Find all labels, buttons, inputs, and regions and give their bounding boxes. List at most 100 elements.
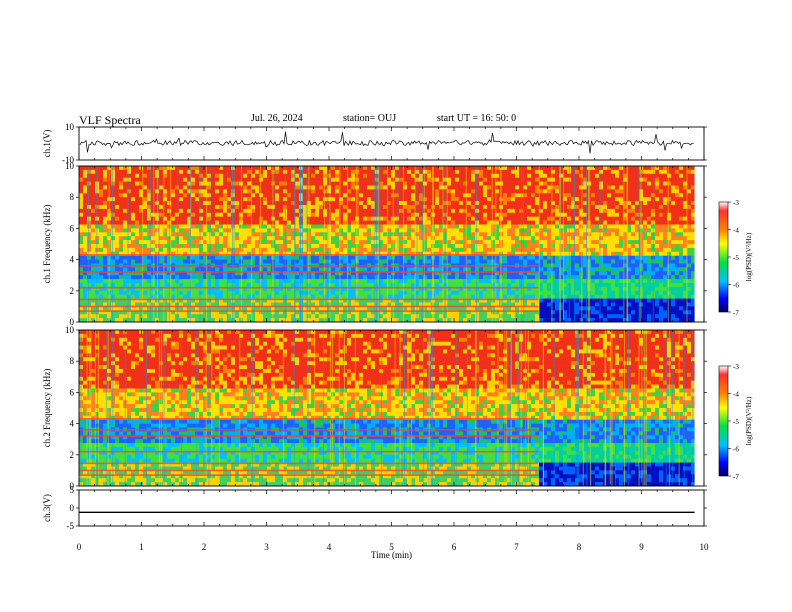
spectro-cell — [475, 267, 480, 272]
spectro-cell — [243, 310, 248, 315]
spectro-cell — [507, 216, 512, 221]
spectro-cell — [247, 314, 252, 319]
spectro-cell — [219, 205, 224, 210]
spectro-cell — [111, 275, 116, 280]
spectro-cell — [259, 279, 264, 284]
spectro-cell — [571, 236, 576, 241]
spectro-cell — [571, 208, 576, 214]
spectro-cell — [179, 189, 184, 194]
spectro-cell — [363, 318, 368, 323]
spectro-cell — [83, 208, 88, 214]
spectro-cell — [435, 283, 440, 288]
spectro-cell — [83, 310, 88, 315]
spectro-cell — [123, 236, 128, 241]
spectro-cell — [387, 306, 392, 311]
spectro-cell — [327, 279, 332, 284]
spectro-cell — [347, 286, 352, 292]
spectro-cell — [179, 306, 184, 311]
spectro-cell — [207, 212, 212, 217]
spectro-cell — [323, 236, 328, 241]
spectro-cell — [423, 251, 428, 256]
spectro-cell — [359, 228, 364, 233]
spectro-cell — [195, 197, 200, 202]
spectro-cell — [403, 189, 408, 194]
spectro-cell — [215, 216, 220, 221]
spectro-cell — [303, 208, 308, 214]
spectro-cell — [291, 283, 296, 288]
spectro-cell — [403, 166, 408, 171]
spectro-cell — [147, 205, 152, 210]
spectro-cell — [507, 298, 512, 303]
spectro-cell — [527, 306, 532, 311]
spectro-cell — [323, 267, 328, 272]
spectro-cell — [411, 279, 416, 284]
spectro-cell — [543, 193, 548, 198]
spectro-cell — [123, 294, 128, 299]
spectro-cell — [479, 298, 484, 303]
spectro-cell — [119, 181, 124, 186]
spectro-cell — [79, 244, 84, 249]
spectro-cell — [191, 173, 196, 178]
spectro-cell — [211, 302, 216, 307]
spectro-cell — [191, 310, 196, 315]
spectro-cell — [103, 283, 108, 288]
spectro-cell — [543, 169, 548, 175]
spectro-cell — [231, 232, 236, 237]
spectro-cell — [187, 236, 192, 241]
spectro-cell — [563, 212, 568, 217]
spectro-cell — [187, 286, 192, 292]
spectro-cell — [227, 232, 232, 237]
spectro-cell — [383, 224, 388, 229]
spectro-cell — [423, 255, 428, 260]
spectro-cell — [439, 185, 444, 190]
spectro-cell — [491, 286, 496, 292]
spectro-cell — [515, 240, 520, 245]
spectro-cell — [139, 185, 144, 190]
spectro-cell — [251, 298, 256, 303]
spectro-cell — [459, 185, 464, 190]
spectro-cell — [191, 294, 196, 299]
spectro-cell — [303, 267, 308, 272]
spectro-cell — [135, 240, 140, 245]
spectro-cell — [267, 193, 272, 198]
spectro-cell — [315, 302, 320, 307]
spectro-cell — [127, 177, 132, 182]
spectro-cell — [143, 251, 148, 256]
spectro-cell — [311, 255, 316, 260]
spectro-cell — [203, 290, 208, 295]
spectro-cell — [395, 220, 400, 225]
spectro-cell — [231, 314, 236, 319]
spectro-cell — [407, 310, 412, 315]
spectro-cell — [319, 193, 324, 198]
spectro-cell — [179, 279, 184, 284]
spectro-cell — [131, 240, 136, 245]
spectro-cell — [571, 247, 576, 253]
spectro-cell — [215, 173, 220, 178]
spectro-cell — [147, 275, 152, 280]
spectro-cell — [103, 197, 108, 202]
spectro-cell — [563, 181, 568, 186]
spectro-cell — [151, 310, 156, 315]
spectro-cell — [251, 236, 256, 241]
spectro-cell — [555, 166, 560, 171]
spectro-cell — [559, 208, 564, 214]
spectro-cell — [343, 177, 348, 182]
spectro-cell — [163, 310, 168, 315]
spectro-cell — [395, 318, 400, 323]
spectro-cell — [367, 279, 372, 284]
spectro-cell — [315, 318, 320, 323]
spectro-cell — [383, 228, 388, 233]
spectro-cell — [459, 236, 464, 241]
spectro-cell — [359, 244, 364, 249]
spectro-cell — [371, 232, 376, 237]
spectro-cell — [339, 240, 344, 245]
spectro-cell — [199, 232, 204, 237]
spectro-cell — [175, 247, 180, 253]
spectro-cell — [463, 193, 468, 198]
spectro-cell — [471, 255, 476, 260]
spectro-cell — [339, 216, 344, 221]
spectro-cell — [127, 255, 132, 260]
spectro-cell — [319, 302, 324, 307]
spectro-cell — [223, 216, 228, 221]
spectro-cell — [139, 173, 144, 178]
